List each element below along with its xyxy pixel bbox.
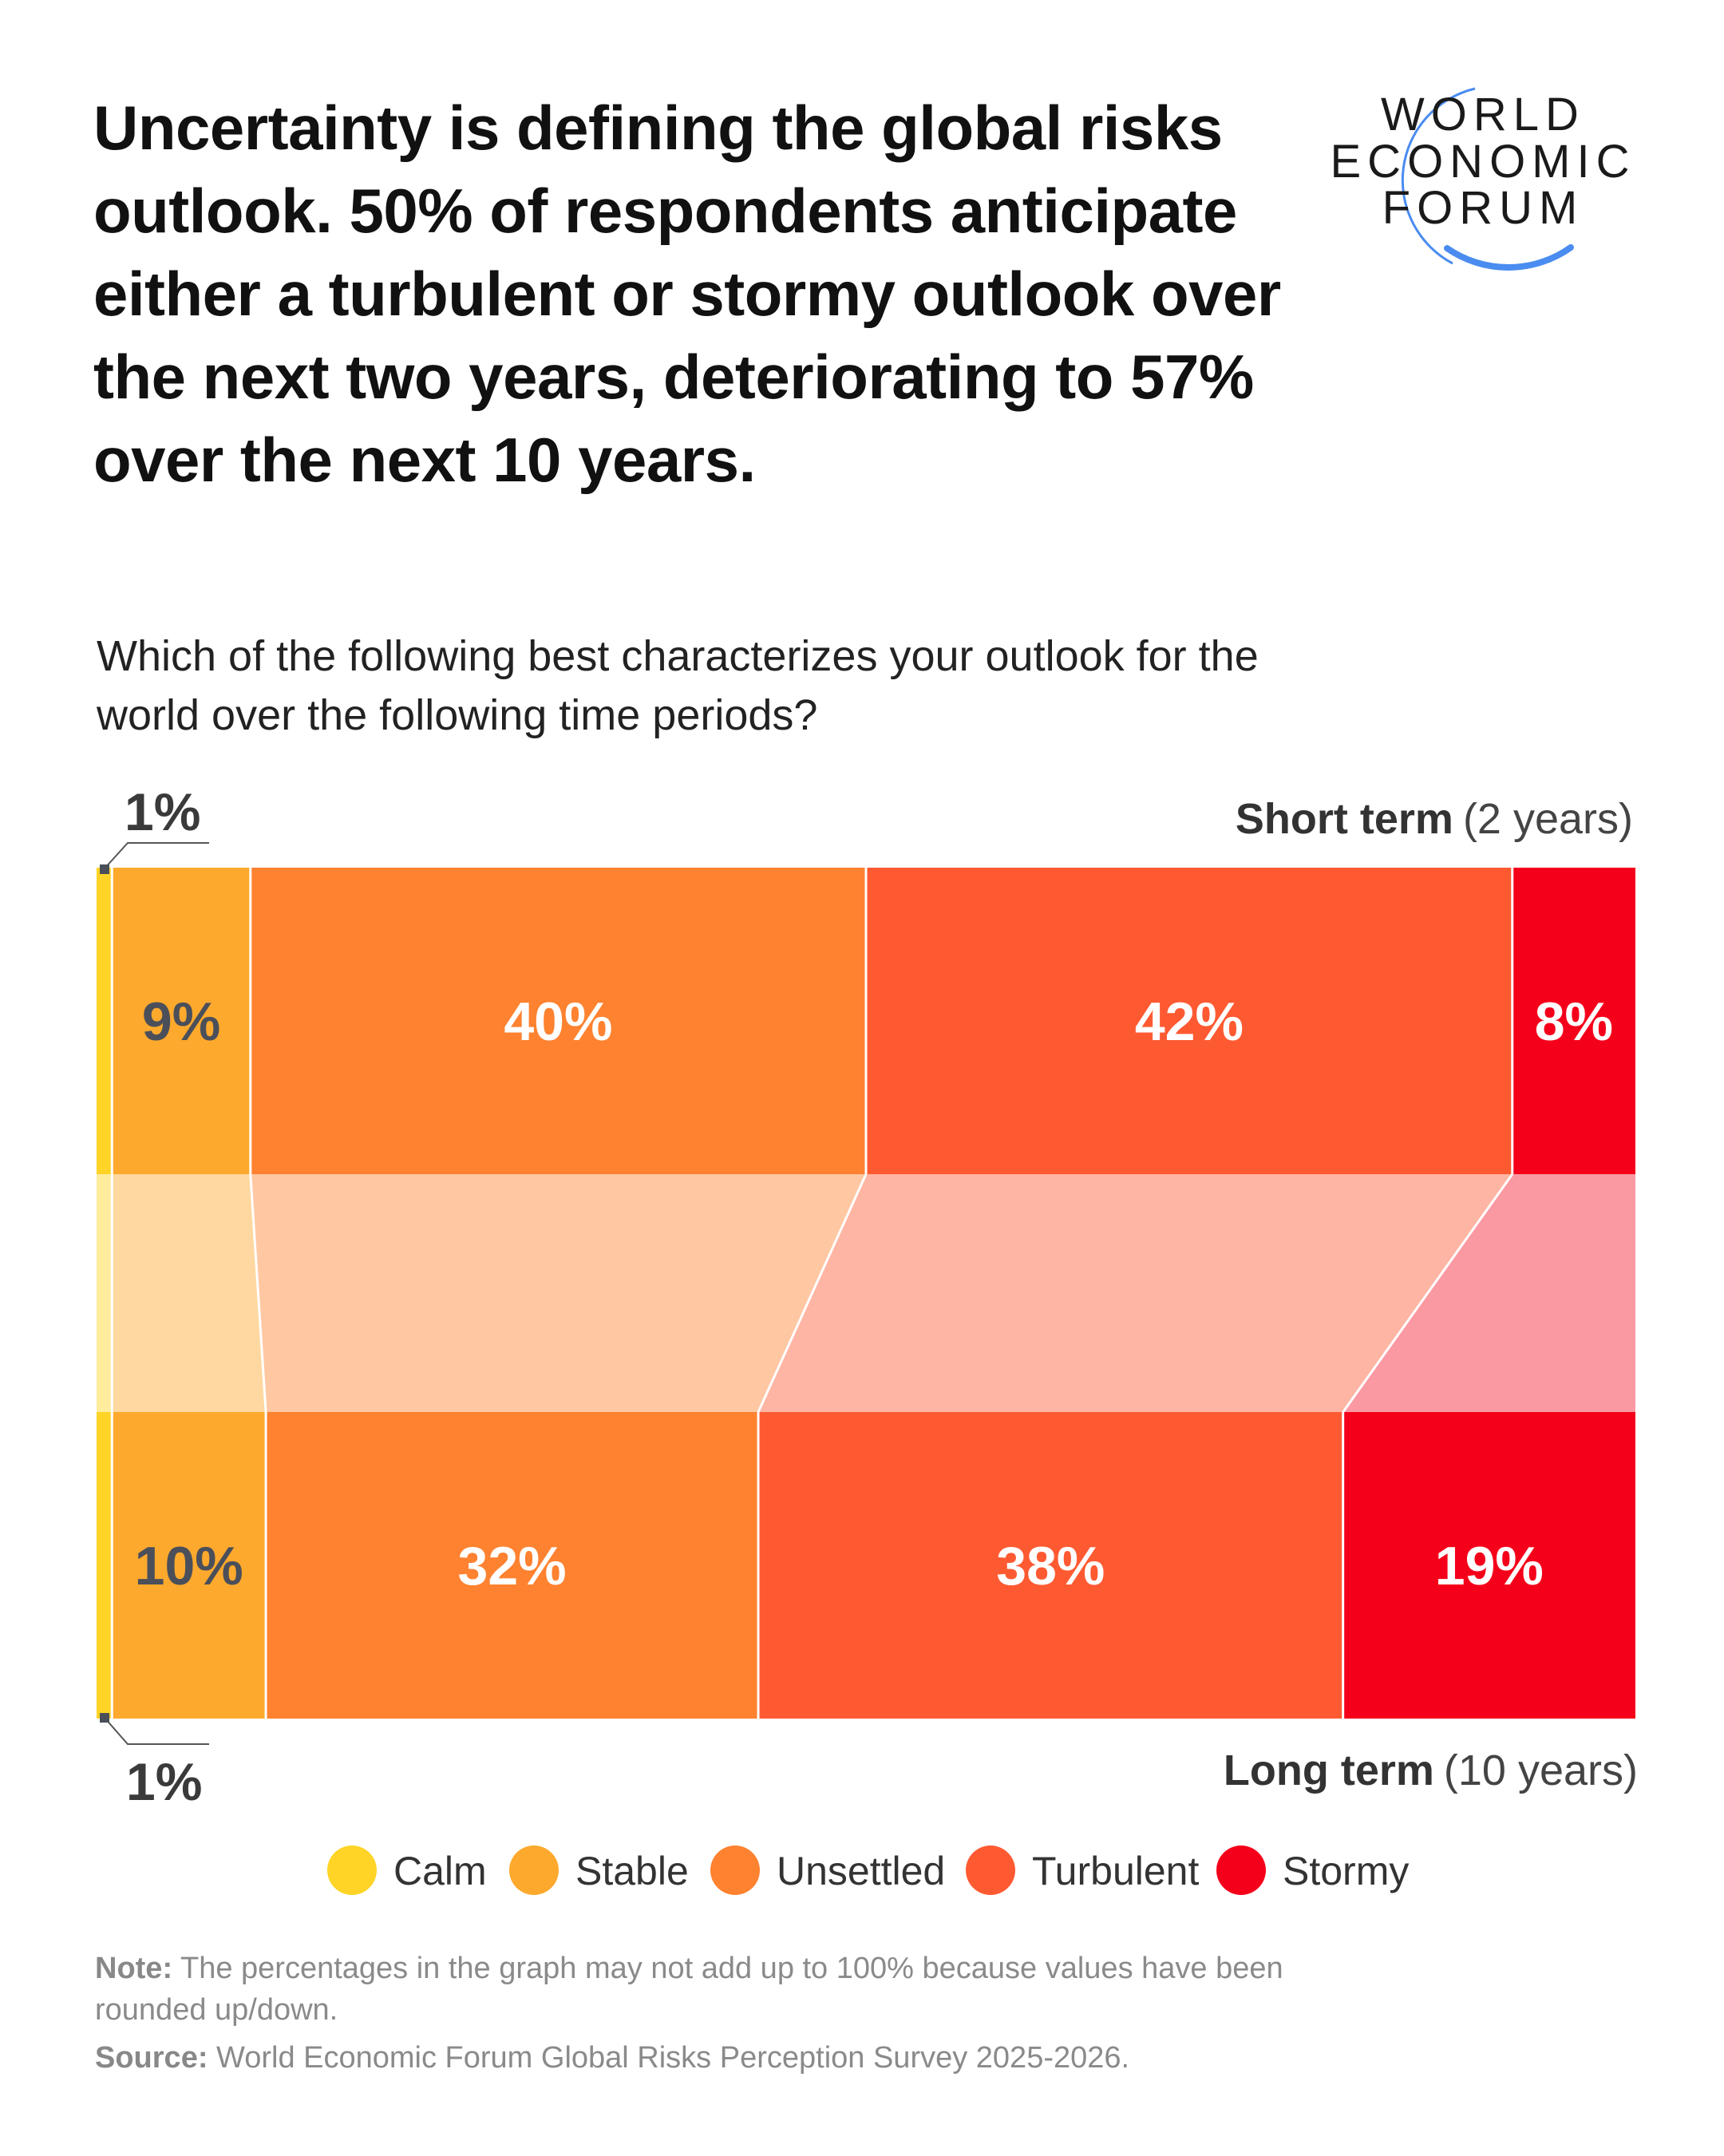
logo-line-1: WORLD [1381, 89, 1585, 140]
label-long-stable: 10% [135, 1536, 243, 1596]
calm-long-term-label: 1% [126, 1752, 202, 1811]
note: Note: The percentages in the graph may n… [95, 1948, 1292, 2031]
label-long-turbulent: 38% [996, 1536, 1105, 1596]
bar-long-turbulent [758, 1412, 1343, 1719]
connector-stable [112, 1174, 267, 1412]
bar-long-stormy [1342, 1412, 1635, 1719]
logo-line-3: FORUM [1382, 182, 1584, 234]
connector-divider [757, 1173, 868, 1413]
source-text: World Economic Forum Global Risks Percep… [216, 2041, 1130, 2075]
long-term-name: Long term [1224, 1747, 1434, 1794]
bar-long-unsettled [266, 1412, 759, 1719]
bar-short-stable [112, 868, 251, 1174]
label-short-unsettled: 40% [504, 991, 612, 1052]
bar-long-stable [112, 1412, 267, 1719]
bar-short-stormy [1512, 868, 1635, 1174]
chart-headline: Uncertainty is defining the global risks… [93, 93, 1281, 495]
connector-divider [249, 1173, 267, 1413]
legend-swatch-stable [509, 1845, 559, 1895]
legend-swatch-calm [327, 1845, 377, 1895]
logo-arc [1401, 87, 1476, 265]
logo-arc-bottom [1444, 244, 1574, 271]
legend-label-stable: Stable [575, 1849, 689, 1893]
source-label: Source: [95, 2041, 208, 2075]
legend-label-turbulent: Turbulent [1032, 1849, 1199, 1893]
logo-line-2: ECONOMIC [1331, 136, 1636, 188]
long-term-label: Long term (10 years) [1224, 1747, 1638, 1794]
legend-label-stormy: Stormy [1283, 1849, 1409, 1893]
connector-unsettled [250, 1174, 866, 1412]
legend-swatch-turbulent [966, 1845, 1015, 1895]
bar-short-unsettled [250, 868, 866, 1174]
bar-short-calm [97, 868, 113, 1174]
bar-long-calm [97, 1412, 113, 1719]
label-short-stable: 9% [142, 991, 220, 1052]
connector-stormy [1342, 1174, 1635, 1412]
bar-short-turbulent [866, 868, 1512, 1174]
legend-swatch-stormy [1216, 1845, 1266, 1895]
calm-callout-bottom: 1% [100, 1713, 209, 1811]
label-long-stormy: 19% [1435, 1536, 1544, 1596]
short-term-period: (2 years) [1463, 795, 1633, 843]
note-text: The percentages in the graph may not add… [95, 1952, 1283, 2027]
calm-callout-top: 1% [100, 782, 209, 874]
short-term-label: Short term (2 years) [1236, 795, 1633, 843]
connector-turbulent [758, 1174, 1512, 1412]
label-short-turbulent: 42% [1135, 991, 1244, 1052]
connector-calm [97, 1174, 113, 1412]
footnotes: Note: The percentages in the graph may n… [95, 1948, 1292, 2079]
long-term-period: (10 years) [1444, 1747, 1638, 1794]
calm-short-term-label: 1% [125, 782, 200, 841]
note-label: Note: [95, 1952, 173, 1985]
survey-question: Which of the following best characterize… [97, 632, 1259, 739]
legend-label-calm: Calm [393, 1849, 487, 1893]
legend: Calm Stable Unsettled Turbulent Stormy [327, 1845, 1409, 1895]
legend-swatch-unsettled [710, 1845, 760, 1895]
bar-labels: 9% 40% 42% 8% 10% 32% 38% 19% [135, 991, 1613, 1596]
label-long-unsettled: 32% [458, 1536, 567, 1596]
connector-divider [1342, 1173, 1513, 1413]
wef-logo: WORLD ECONOMIC FORUM [1331, 87, 1636, 271]
label-short-stormy: 8% [1535, 991, 1613, 1052]
short-term-name: Short term [1236, 795, 1453, 843]
connector-bands [97, 1173, 1635, 1413]
legend-label-unsettled: Unsettled [777, 1849, 945, 1893]
source: Source: World Economic Forum Global Risk… [95, 2037, 1292, 2079]
bars [97, 868, 1635, 1719]
